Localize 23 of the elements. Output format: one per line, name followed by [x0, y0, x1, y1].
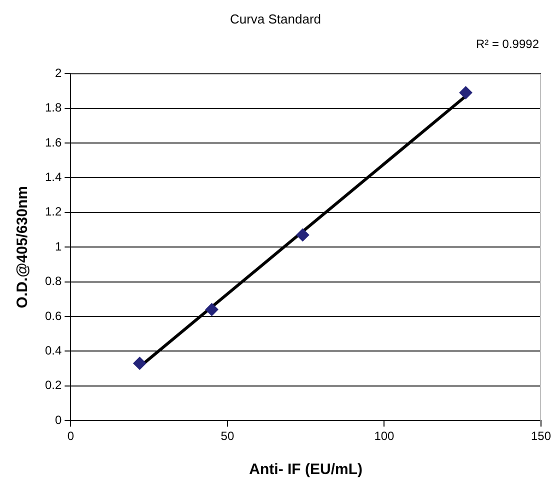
y-tick-label: 0.6 — [44, 308, 62, 323]
chart-title: Curva Standard — [230, 11, 322, 26]
y-tick-label: 1.8 — [44, 100, 62, 115]
x-tick-label: 150 — [530, 429, 552, 444]
y-axis-title: O.D.@405/630nm — [14, 186, 32, 308]
point — [459, 86, 472, 100]
point — [205, 303, 218, 316]
y-tick-label: 0.2 — [44, 378, 62, 392]
x-tick-label: 0 — [67, 429, 74, 444]
y-tick-label: 1.2 — [44, 204, 62, 219]
y-tick-label: 1.6 — [44, 135, 62, 150]
y-tick-label: 0.4 — [44, 344, 62, 358]
y-tick-label: 2 — [54, 66, 62, 80]
x-axis-title: Anti- IF (EU/mL) — [249, 461, 363, 478]
y-tick-label: 1.4 — [44, 170, 62, 184]
y-tick-label: 0 — [54, 412, 62, 427]
point — [133, 356, 146, 370]
y-tick-label: 0.8 — [44, 274, 62, 288]
text: R² = 0.9992 — [476, 37, 540, 51]
y-tick-label: 1 — [54, 239, 62, 254]
x-tick-label: 50 — [220, 429, 234, 444]
point — [296, 228, 310, 242]
x-tick-label: 100 — [374, 429, 395, 444]
